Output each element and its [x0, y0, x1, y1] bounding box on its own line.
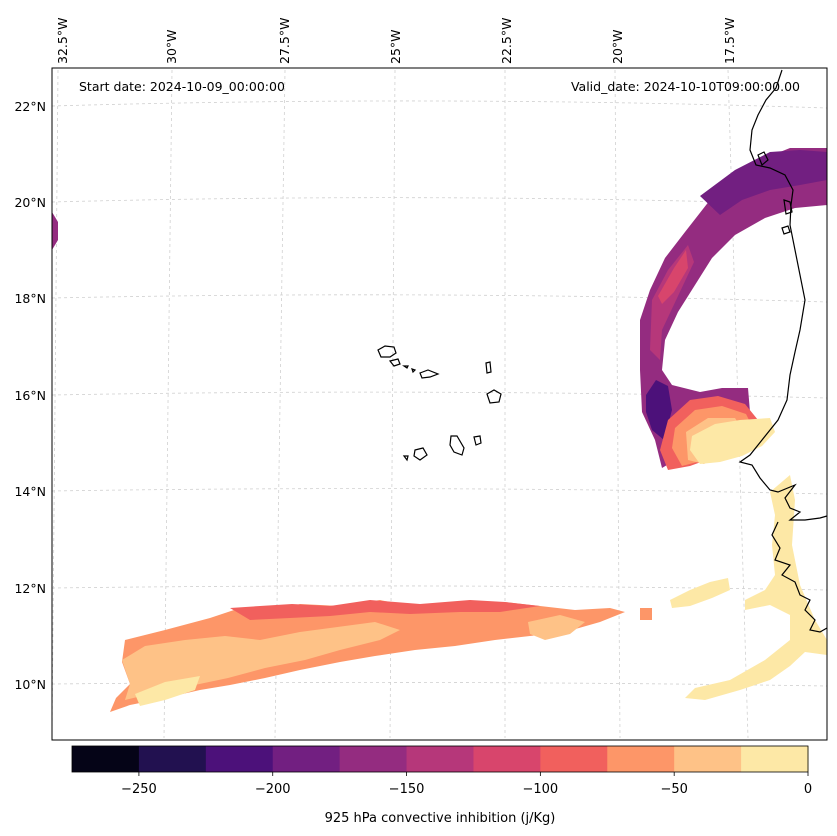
lat-label: 10°N [14, 677, 46, 692]
island-santiago [449, 435, 465, 456]
lon-label: 22.5°W [499, 18, 514, 64]
lon-label: 17.5°W [722, 18, 737, 64]
island-fogo [413, 447, 428, 461]
island-boa-vista [486, 389, 502, 404]
coastlines [377, 69, 828, 633]
colorbar-segment [607, 746, 675, 772]
lon-label: 20°W [610, 29, 625, 64]
colorbar-tick-label: −250 [121, 782, 157, 797]
lat-label: 12°N [14, 581, 46, 596]
cin-contours [52, 148, 827, 712]
cin-west-edge [52, 212, 58, 250]
colorbar-frame [71, 745, 809, 773]
lat-label: 22°N [14, 99, 46, 114]
lat-label: 14°N [14, 484, 46, 499]
island-sal [485, 361, 492, 374]
island-maio [473, 435, 482, 446]
cin-band-darker [646, 380, 672, 440]
longitude-labels: 32.5°W 30°W 27.5°W 25°W 22.5°W 20°W 17.5… [55, 18, 737, 64]
cin-band-pink [658, 250, 688, 304]
colorbar-segment [138, 746, 207, 772]
colorbar-segment [205, 746, 274, 772]
lat-label: 16°N [14, 388, 46, 403]
colorbar-segment [741, 746, 809, 772]
colorbar-tick-label: −200 [255, 782, 291, 797]
lon-label: 32.5°W [55, 18, 70, 64]
cin-south-band-yellow [135, 676, 200, 706]
cin-small-orange [640, 608, 652, 620]
colorbar-segment [72, 746, 140, 772]
colorbar-ticks [138, 772, 809, 776]
cin-band-dark [700, 150, 827, 215]
colorbar-segments [72, 746, 809, 772]
island-santo-antao [377, 345, 397, 358]
cin-south-band-orange [110, 600, 625, 712]
cin-yellow-patch [670, 578, 730, 608]
colorbar-segment [272, 746, 341, 772]
colorbar-segment [473, 746, 541, 772]
colorbar-tick-label: −150 [389, 782, 425, 797]
lon-label: 27.5°W [277, 18, 292, 64]
cin-south-patch [528, 615, 585, 640]
cin-core-yellow [690, 418, 775, 464]
lat-label: 20°N [14, 195, 46, 210]
colorbar-segment [540, 746, 608, 772]
guinea-coastline [771, 521, 828, 633]
lon-label: 25°W [388, 29, 403, 64]
island-sao-nicolau [419, 369, 440, 379]
colorbar-label: 925 hPa convective inhibition (j/Kg) [325, 811, 556, 826]
colorbar-segment [674, 746, 742, 772]
map-frame [51, 67, 828, 741]
cin-coast-yellow [685, 475, 827, 700]
lon-label: 30°W [164, 29, 179, 64]
latitude-labels: 22°N 20°N 18°N 16°N 14°N 12°N 10°N [14, 99, 46, 692]
colorbar-tick-label: 0 [804, 782, 812, 797]
colorbar-tick-label: −100 [523, 782, 559, 797]
colorbar-tick-label: −50 [660, 782, 687, 797]
island-sao-vicente [388, 358, 401, 367]
start-date-label: Start date: 2024-10-09_00:00:00 [79, 79, 285, 94]
colorbar-segment [406, 746, 475, 772]
colorbar-segment [339, 746, 408, 772]
valid-date-label: Valid_date: 2024-10-10T09:00:00.00 [571, 79, 800, 94]
africa-coastline [738, 69, 828, 521]
colorbar: −250 −200 −150 −100 −50 0 925 hPa convec… [71, 745, 812, 826]
lat-label: 18°N [14, 291, 46, 306]
cin-south-band-red [230, 600, 540, 620]
island-brava [402, 455, 409, 462]
